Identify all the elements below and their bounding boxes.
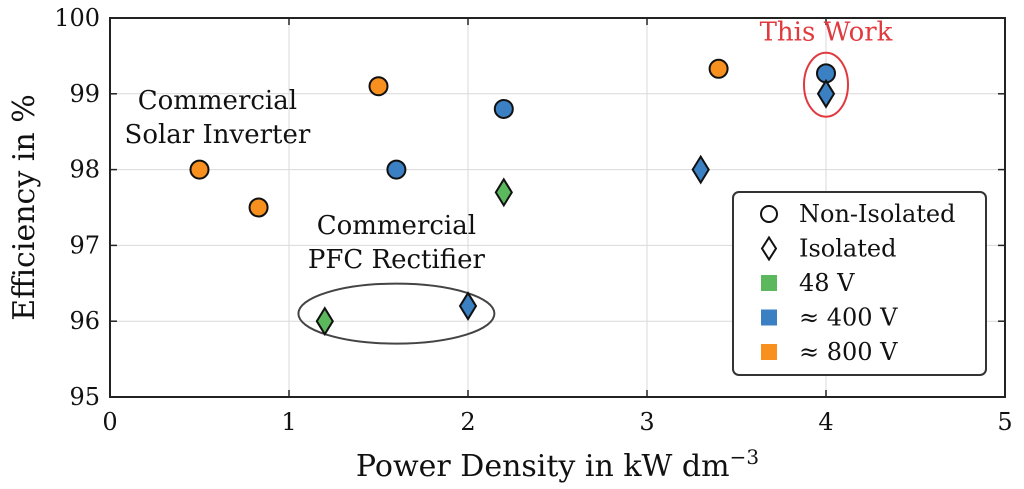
x-tick-label: 1 xyxy=(281,408,296,436)
pfc-rectifier-ellipse xyxy=(297,282,496,345)
legend-marker-square xyxy=(761,309,777,326)
legend-marker-isolated xyxy=(760,235,778,262)
y-tick-label: 100 xyxy=(54,4,100,32)
point-isolated-400V xyxy=(691,154,710,185)
y-axis-label: Efficiency in % xyxy=(7,94,42,321)
legend-marker-square xyxy=(761,344,777,360)
point-isolated-400V xyxy=(816,78,836,109)
pfc-rectifier-label-line2: PFC Rectifier xyxy=(308,245,486,275)
legend-box xyxy=(732,191,987,376)
pfc-rectifier-label-line1: Commercial xyxy=(317,211,476,241)
y-tick-label: 95 xyxy=(69,383,100,411)
solar-inverter-label-line2: Solar Inverter xyxy=(125,120,311,150)
y-tick-label: 98 xyxy=(69,156,100,184)
y-tick-label: 97 xyxy=(69,231,100,259)
point-non-isolated-400V xyxy=(386,159,407,180)
plot-frame xyxy=(109,17,1006,398)
x-tick-label: 2 xyxy=(460,408,475,436)
legend-label: ≈ 400 V xyxy=(799,304,898,332)
point-non-isolated-400V xyxy=(493,98,514,119)
point-non-isolated-800V xyxy=(248,197,269,218)
x-axis-label-main: Power Density in kW dm xyxy=(356,449,730,484)
point-non-isolated-800V xyxy=(708,58,729,79)
legend-marker-square xyxy=(761,275,777,291)
x-tick-label: 0 xyxy=(102,408,117,436)
axis-ticks: 0 1 2 3 4 5 95 96 97 98 99 100 xyxy=(54,4,1012,436)
solar-inverter-label-line1: Commercial xyxy=(138,86,297,116)
point-isolated-48V xyxy=(494,177,513,208)
x-axis-label: Power Density in kW dm−3 xyxy=(356,445,759,484)
x-tick-label: 3 xyxy=(639,408,654,436)
legend-label: ≈ 800 V xyxy=(799,338,898,366)
legend-label: Isolated xyxy=(799,235,896,263)
legend-label: Non-Isolated xyxy=(799,200,955,228)
this-work-ellipse xyxy=(803,51,849,118)
x-tick-label: 4 xyxy=(818,408,833,436)
y-tick-label: 99 xyxy=(69,80,100,108)
point-isolated-48V xyxy=(315,306,334,337)
data-points xyxy=(189,58,836,337)
legend-marker-non-isolated xyxy=(760,205,778,223)
x-tick-label: 5 xyxy=(997,408,1012,436)
x-axis-label-superscript: −3 xyxy=(730,445,759,469)
legend: Non-Isolated Isolated 48 V ≈ 400 V ≈ 800 V xyxy=(732,191,987,376)
y-tick-label: 96 xyxy=(69,307,100,335)
point-non-isolated-800V xyxy=(189,159,210,180)
point-isolated-400V xyxy=(458,291,478,321)
this-work-label: This Work xyxy=(760,18,893,48)
point-non-isolated-800V xyxy=(368,76,389,97)
legend-label: 48 V xyxy=(799,269,855,297)
